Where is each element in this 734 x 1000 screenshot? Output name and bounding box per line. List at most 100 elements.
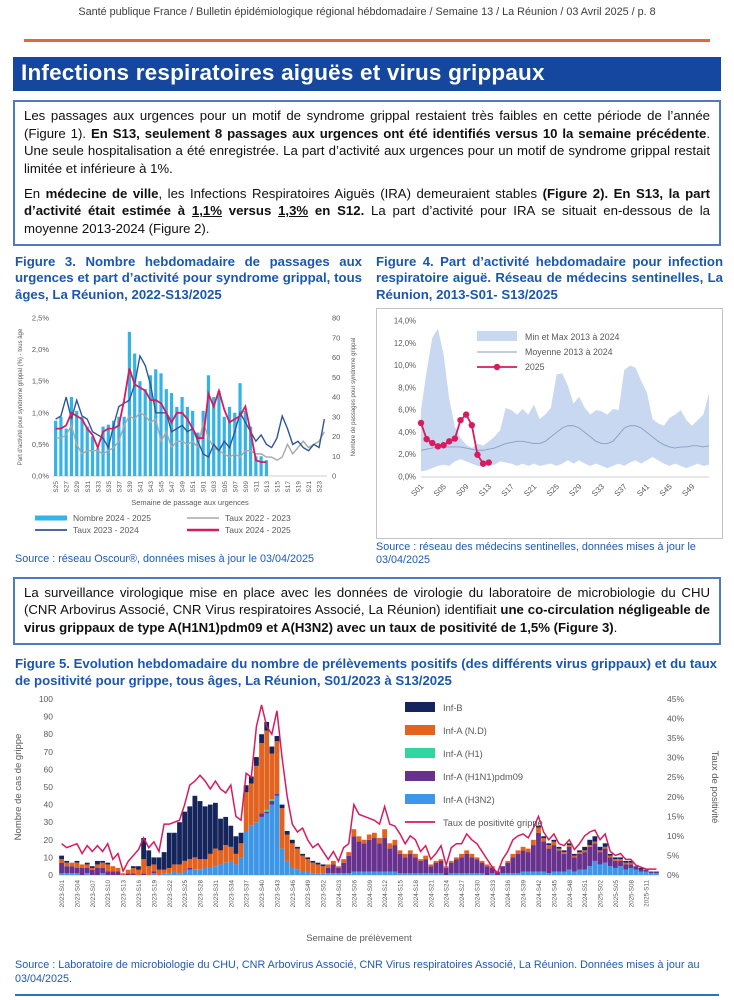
svg-text:70: 70 <box>44 747 54 757</box>
svg-text:S01: S01 <box>409 482 425 498</box>
svg-text:14,0%: 14,0% <box>394 316 416 325</box>
svg-text:S37: S37 <box>613 482 629 498</box>
svg-text:Taux 2023 - 2024: Taux 2023 - 2024 <box>73 525 139 535</box>
summary-paragraph-2: En médecine de ville, les Infections Res… <box>24 185 710 237</box>
svg-text:2023-S04: 2023-S04 <box>74 880 81 908</box>
svg-text:2024-S36: 2024-S36 <box>505 880 512 908</box>
svg-text:S13: S13 <box>477 482 493 498</box>
svg-text:Semaine de prélèvement: Semaine de prélèvement <box>306 933 412 944</box>
svg-text:1,0%: 1,0% <box>32 408 49 417</box>
svg-text:S03: S03 <box>211 480 218 492</box>
svg-text:Part d'activité pour syndrome: Part d'activité pour syndrome grippal (%… <box>18 328 24 465</box>
svg-text:Taux 2024 - 2025: Taux 2024 - 2025 <box>225 525 291 535</box>
svg-text:Nombre de cas de grippe: Nombre de cas de grippe <box>13 734 24 841</box>
svg-text:S35: S35 <box>106 480 113 492</box>
svg-text:25%: 25% <box>667 772 684 782</box>
svg-text:S05: S05 <box>222 480 229 492</box>
svg-text:2,0%: 2,0% <box>398 450 416 459</box>
svg-text:S51: S51 <box>190 480 197 492</box>
svg-text:2024-S03: 2024-S03 <box>336 880 343 908</box>
svg-text:2,0%: 2,0% <box>32 345 49 354</box>
svg-text:S09: S09 <box>243 480 250 492</box>
svg-text:0: 0 <box>48 870 53 880</box>
figure-4-chart: 0,0% 2,0% 4,0% 6,0% 8,0% 10,0% 12,0% 14,0% S01 S0… <box>394 316 710 498</box>
svg-text:2023-S28: 2023-S28 <box>198 880 205 908</box>
svg-text:2023-S13: 2023-S13 <box>121 880 128 908</box>
svg-text:S17: S17 <box>285 480 292 492</box>
svg-text:5%: 5% <box>667 851 680 861</box>
svg-text:4,0%: 4,0% <box>398 428 416 437</box>
svg-text:2024-S45: 2024-S45 <box>551 880 558 908</box>
svg-text:45%: 45% <box>667 694 684 704</box>
svg-text:2024-S15: 2024-S15 <box>398 880 405 908</box>
svg-text:0,5%: 0,5% <box>32 440 49 449</box>
svg-text:6,0%: 6,0% <box>398 405 416 414</box>
svg-text:2023-S52: 2023-S52 <box>321 880 328 908</box>
svg-text:S05: S05 <box>432 481 449 498</box>
svg-text:2023-S25: 2023-S25 <box>182 880 189 908</box>
svg-text:2024-S06: 2024-S06 <box>351 880 358 908</box>
svg-text:2024-S18: 2024-S18 <box>413 880 420 908</box>
svg-text:2,5%: 2,5% <box>32 313 49 322</box>
svg-text:60: 60 <box>332 353 340 362</box>
svg-text:12,0%: 12,0% <box>394 339 416 348</box>
svg-text:2025-S08: 2025-S08 <box>628 880 635 908</box>
svg-text:2024-S30: 2024-S30 <box>474 880 481 908</box>
svg-text:10,0%: 10,0% <box>394 361 416 370</box>
svg-text:2025-S02: 2025-S02 <box>598 880 605 908</box>
svg-text:S17: S17 <box>500 482 516 498</box>
svg-text:20: 20 <box>44 835 54 845</box>
svg-text:2024-S51: 2024-S51 <box>582 880 589 908</box>
svg-text:40: 40 <box>332 392 340 401</box>
svg-text:S25: S25 <box>53 480 60 492</box>
svg-text:80: 80 <box>44 729 54 739</box>
svg-text:50: 50 <box>332 373 340 382</box>
svg-text:Moyenne 2013 à 2024: Moyenne 2013 à 2024 <box>525 347 613 357</box>
svg-text:Nombre de passages pour syndro: Nombre de passages pour syndrome grippal <box>351 338 357 456</box>
svg-text:50: 50 <box>44 782 54 792</box>
svg-text:S07: S07 <box>232 480 239 492</box>
svg-text:S29: S29 <box>567 482 583 498</box>
svg-text:Nombre 2024 - 2025: Nombre 2024 - 2025 <box>73 513 151 523</box>
svg-text:S33: S33 <box>590 482 606 498</box>
page-header: Santé publique France / Bulletin épidémi… <box>78 6 656 18</box>
svg-text:S45: S45 <box>658 481 675 498</box>
svg-text:Min et Max 2013 à 2024: Min et Max 2013 à 2024 <box>525 332 619 342</box>
svg-text:0,0%: 0,0% <box>32 471 49 480</box>
svg-text:S21: S21 <box>522 482 538 498</box>
svg-text:S45: S45 <box>159 480 166 492</box>
svg-text:2023-S22: 2023-S22 <box>167 880 174 908</box>
figure-3: Figure 3. Nombre hebdomadaire de passage… <box>15 254 362 568</box>
svg-text:2023-S19: 2023-S19 <box>151 880 158 908</box>
svg-text:2023-S01: 2023-S01 <box>59 880 66 908</box>
figure-4-frame: 0,0% 2,0% 4,0% 6,0% 8,0% 10,0% 12,0% 14,0% S01 S0… <box>376 307 723 539</box>
svg-text:S33: S33 <box>95 480 102 492</box>
figure-5-source: Source : Laboratoire de microbiologie du… <box>15 959 700 986</box>
bottom-divider <box>15 994 719 997</box>
svg-text:10: 10 <box>332 452 340 461</box>
svg-text:10%: 10% <box>667 831 684 841</box>
svg-text:S19: S19 <box>296 480 303 492</box>
svg-text:S49: S49 <box>180 480 187 492</box>
svg-text:S21: S21 <box>306 480 313 492</box>
svg-text:40: 40 <box>44 800 54 810</box>
svg-text:8,0%: 8,0% <box>398 383 416 392</box>
svg-text:40%: 40% <box>667 714 684 724</box>
svg-text:S43: S43 <box>148 480 155 492</box>
svg-text:70: 70 <box>332 333 340 342</box>
svg-text:Inf-A (H3N2): Inf-A (H3N2) <box>443 795 495 805</box>
svg-text:2024-S12: 2024-S12 <box>382 880 389 908</box>
svg-text:Taux de positivité grippe: Taux de positivité grippe <box>443 818 543 828</box>
svg-text:S27: S27 <box>64 480 71 492</box>
svg-text:S11: S11 <box>253 480 260 491</box>
svg-text:2023-S43: 2023-S43 <box>274 880 281 908</box>
svg-text:Inf-A (H1): Inf-A (H1) <box>443 749 483 759</box>
svg-text:S49: S49 <box>680 482 696 498</box>
svg-text:2024-S33: 2024-S33 <box>490 880 497 908</box>
figures-row: Figure 3. Nombre hebdomadaire de passage… <box>15 254 723 568</box>
svg-text:Semaine de passage aux urgence: Semaine de passage aux urgences <box>131 498 249 507</box>
section-title-banner: Infections respiratoires aiguës et virus… <box>13 57 721 91</box>
svg-text:Taux 2022 - 2023: Taux 2022 - 2023 <box>225 513 291 523</box>
figure-3-chart: 0,0% 0,5% 1,0% 1,5% 2,0% 2,5% 0 10 20 30 40 50 60 70 8… <box>18 313 357 535</box>
svg-text:0: 0 <box>332 471 336 480</box>
